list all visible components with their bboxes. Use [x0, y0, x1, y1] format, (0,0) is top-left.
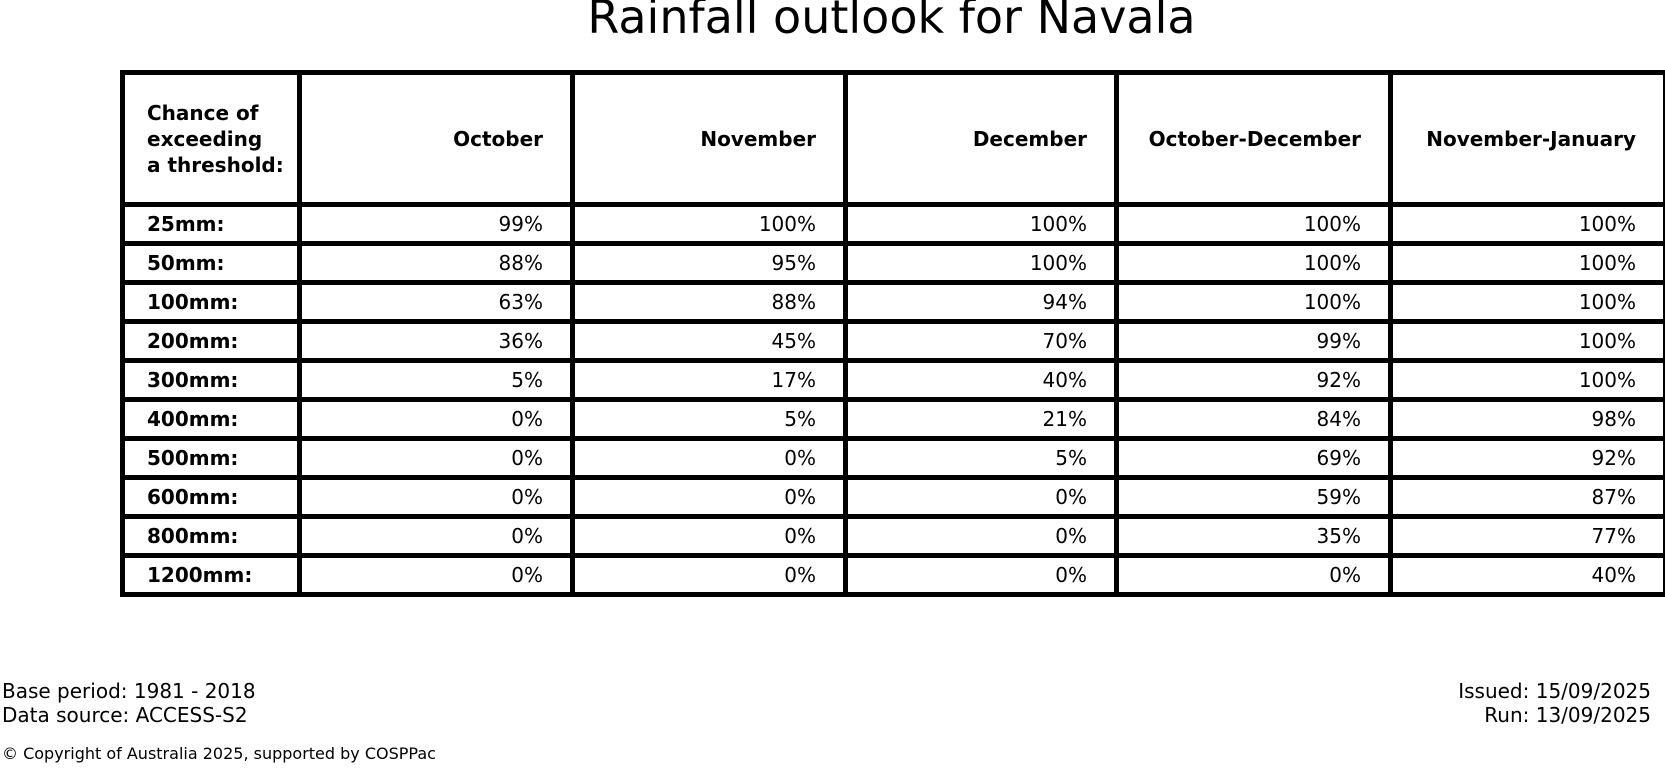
column-header-november-january: November-January: [1388, 70, 1665, 207]
value-cell: 84%: [1114, 397, 1393, 441]
value-cell: 0%: [297, 436, 575, 480]
value-cell: 99%: [297, 202, 575, 246]
row-label: 100mm:: [120, 280, 302, 324]
column-header-october-december: October-December: [1114, 70, 1393, 207]
value-cell: 100%: [843, 202, 1119, 246]
meta-right-block: Issued: 15/09/2025 Run: 13/09/2025: [1458, 679, 1651, 727]
table-row: 100mm: 63% 88% 94% 100% 100%: [120, 280, 1665, 324]
copyright-text: © Copyright of Australia 2025, supported…: [2, 744, 436, 763]
value-cell: 77%: [1388, 514, 1665, 558]
value-cell: 95%: [570, 241, 848, 285]
value-cell: 100%: [1388, 280, 1665, 324]
value-cell: 0%: [570, 514, 848, 558]
table-row: 25mm: 99% 100% 100% 100% 100%: [120, 202, 1665, 246]
value-cell: 0%: [843, 553, 1119, 597]
value-cell: 99%: [1114, 319, 1393, 363]
value-cell: 0%: [297, 475, 575, 519]
issued-text: Issued: 15/09/2025: [1458, 679, 1651, 703]
value-cell: 100%: [1388, 358, 1665, 402]
value-cell: 40%: [843, 358, 1119, 402]
value-cell: 69%: [1114, 436, 1393, 480]
value-cell: 0%: [570, 553, 848, 597]
value-cell: 0%: [297, 514, 575, 558]
table-row: 200mm: 36% 45% 70% 99% 100%: [120, 319, 1665, 363]
value-cell: 21%: [843, 397, 1119, 441]
row-label: 300mm:: [120, 358, 302, 402]
value-cell: 0%: [570, 436, 848, 480]
table-row: 800mm: 0% 0% 0% 35% 77%: [120, 514, 1665, 558]
table-row: 1200mm: 0% 0% 0% 0% 40%: [120, 553, 1665, 597]
table-row: 600mm: 0% 0% 0% 59% 87%: [120, 475, 1665, 519]
value-cell: 0%: [843, 475, 1119, 519]
value-cell: 0%: [843, 514, 1119, 558]
table-row: 300mm: 5% 17% 40% 92% 100%: [120, 358, 1665, 402]
value-cell: 0%: [570, 475, 848, 519]
value-cell: 100%: [570, 202, 848, 246]
base-period-text: Base period: 1981 - 2018: [2, 679, 256, 703]
row-label: 600mm:: [120, 475, 302, 519]
value-cell: 100%: [1114, 241, 1393, 285]
row-label: 400mm:: [120, 397, 302, 441]
value-cell: 88%: [570, 280, 848, 324]
value-cell: 87%: [1388, 475, 1665, 519]
value-cell: 0%: [297, 553, 575, 597]
rainfall-outlook-table: Chance of exceeding a threshold: October…: [120, 70, 1665, 597]
value-cell: 100%: [1388, 202, 1665, 246]
value-cell: 63%: [297, 280, 575, 324]
row-label: 1200mm:: [120, 553, 302, 597]
value-cell: 0%: [1114, 553, 1393, 597]
page-title: Rainfall outlook for Navala: [587, 0, 1196, 44]
value-cell: 40%: [1388, 553, 1665, 597]
row-label: 200mm:: [120, 319, 302, 363]
value-cell: 0%: [297, 397, 575, 441]
row-label: 500mm:: [120, 436, 302, 480]
value-cell: 100%: [1388, 319, 1665, 363]
table-body: 25mm: 99% 100% 100% 100% 100% 50mm: 88% 95% 100% 1…: [120, 202, 1665, 597]
table-row: 500mm: 0% 0% 5% 69% 92%: [120, 436, 1665, 480]
column-header-december: December: [843, 70, 1119, 207]
value-cell: 35%: [1114, 514, 1393, 558]
value-cell: 5%: [297, 358, 575, 402]
column-header-november: November: [570, 70, 848, 207]
meta-left-block: Base period: 1981 - 2018 Data source: AC…: [2, 679, 256, 727]
value-cell: 100%: [1114, 202, 1393, 246]
value-cell: 5%: [843, 436, 1119, 480]
row-label: 25mm:: [120, 202, 302, 246]
table-header-row: Chance of exceeding a threshold: October…: [120, 70, 1665, 207]
value-cell: 88%: [297, 241, 575, 285]
data-source-text: Data source: ACCESS-S2: [2, 703, 248, 727]
value-cell: 17%: [570, 358, 848, 402]
table-row: 50mm: 88% 95% 100% 100% 100%: [120, 241, 1665, 285]
row-label: 50mm:: [120, 241, 302, 285]
value-cell: 94%: [843, 280, 1119, 324]
value-cell: 100%: [1388, 241, 1665, 285]
value-cell: 98%: [1388, 397, 1665, 441]
table-row: 400mm: 0% 5% 21% 84% 98%: [120, 397, 1665, 441]
run-text: Run: 13/09/2025: [1484, 703, 1651, 727]
value-cell: 5%: [570, 397, 848, 441]
value-cell: 100%: [843, 241, 1119, 285]
value-cell: 59%: [1114, 475, 1393, 519]
value-cell: 92%: [1114, 358, 1393, 402]
corner-header: Chance of exceeding a threshold:: [120, 70, 302, 207]
column-header-october: October: [297, 70, 575, 207]
row-label: 800mm:: [120, 514, 302, 558]
value-cell: 36%: [297, 319, 575, 363]
value-cell: 70%: [843, 319, 1119, 363]
value-cell: 92%: [1388, 436, 1665, 480]
value-cell: 100%: [1114, 280, 1393, 324]
value-cell: 45%: [570, 319, 848, 363]
